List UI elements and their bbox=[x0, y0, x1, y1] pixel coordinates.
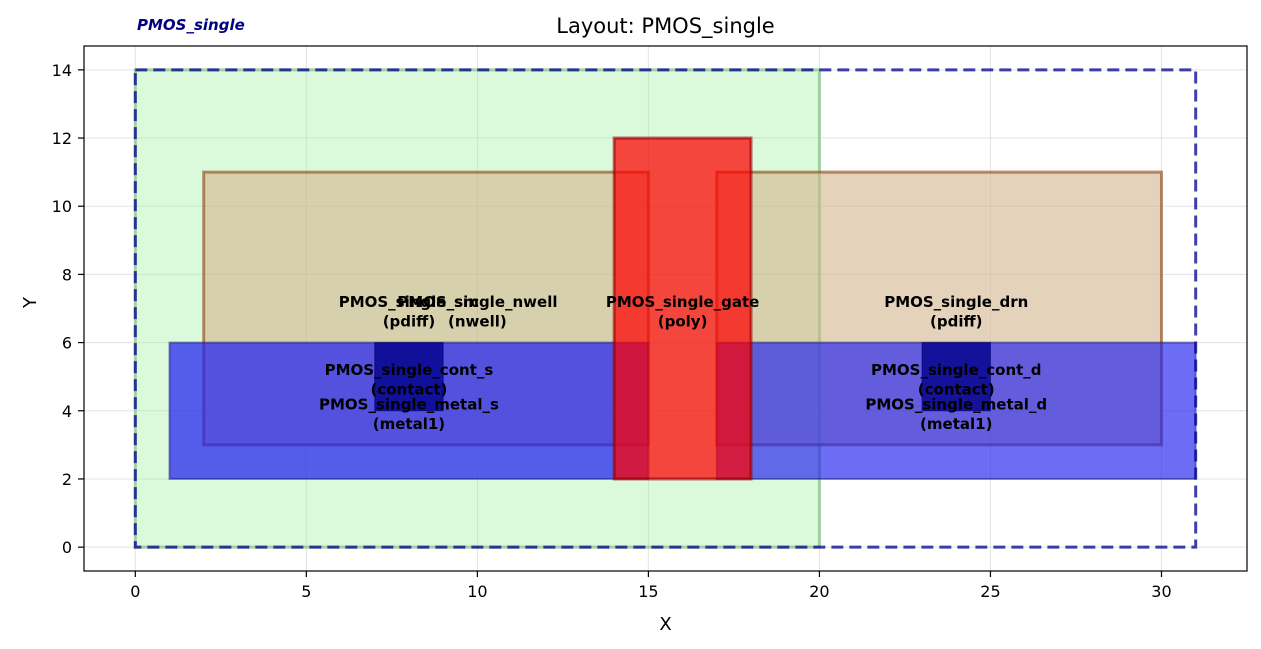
y-tick-label: 2 bbox=[62, 470, 72, 489]
x-tick-label: 20 bbox=[809, 582, 829, 601]
y-tick-label: 10 bbox=[52, 197, 72, 216]
bounding-box-layer bbox=[133, 68, 1198, 549]
y-tick-label: 14 bbox=[52, 61, 72, 80]
cell-label: PMOS_single bbox=[137, 16, 245, 34]
layout-shapes bbox=[133, 68, 1197, 549]
plot-frame bbox=[83, 45, 1248, 572]
x-tick-label: 25 bbox=[980, 582, 1000, 601]
cell-bounding-box bbox=[133, 68, 1198, 549]
shape-labels: PMOS_single_src (pdiff)PMOS_single_nwell(… bbox=[319, 293, 1047, 433]
x-axis-label: X bbox=[659, 614, 671, 635]
shape-PMOS_single_cont_d bbox=[921, 342, 991, 412]
shape-label: PMOS_single_cont_d (contact) bbox=[871, 361, 1042, 399]
x-tick-label: 30 bbox=[1151, 582, 1171, 601]
shape-label: PMOS_single_cont_s (contact) bbox=[325, 361, 494, 399]
y-tick-label: 4 bbox=[62, 402, 72, 421]
y-tick-label: 6 bbox=[62, 334, 72, 353]
chart-title: Layout: PMOS_single bbox=[556, 14, 774, 39]
y-tick-label: 0 bbox=[62, 538, 72, 557]
axis-ticks: 0 5 10 15 20 25 30 0 2 4 6 8 10 12 14 bbox=[52, 61, 1172, 601]
shape-label: PMOS_single_nwell (nwell) bbox=[397, 293, 557, 331]
shape-label: PMOS_single_gate (poly) bbox=[606, 293, 759, 331]
y-tick-label: 8 bbox=[62, 265, 72, 284]
shape-label: PMOS_single_metal_d (metal1) bbox=[865, 395, 1047, 433]
x-tick-label: 15 bbox=[638, 582, 658, 601]
shape-PMOS_single_cont_s bbox=[374, 342, 444, 412]
shape-PMOS_single_gate bbox=[612, 136, 753, 481]
y-axis-label: Y bbox=[20, 296, 41, 309]
x-tick-label: 10 bbox=[467, 582, 487, 601]
shape-label: PMOS_single_src (pdiff) bbox=[339, 293, 480, 331]
shape-label: PMOS_single_drn (pdiff) bbox=[884, 293, 1028, 331]
shape-label: PMOS_single_metal_s (metal1) bbox=[319, 395, 499, 433]
x-tick-label: 5 bbox=[301, 582, 311, 601]
y-tick-label: 12 bbox=[52, 129, 72, 148]
x-tick-label: 0 bbox=[130, 582, 140, 601]
